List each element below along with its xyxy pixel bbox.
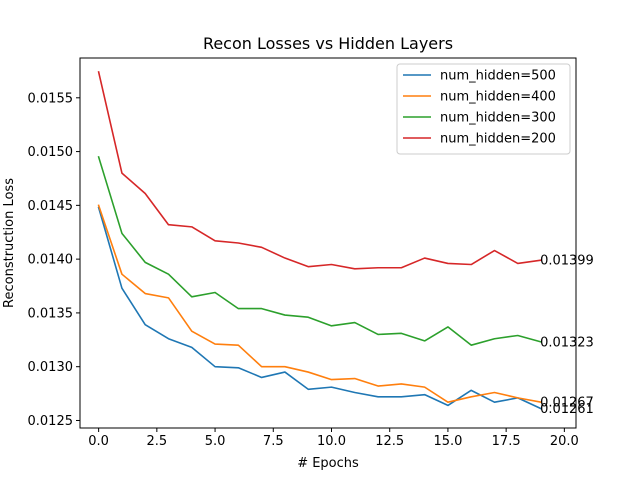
x-tick-label: 17.5 bbox=[492, 434, 521, 449]
y-tick-label: 0.0150 bbox=[28, 145, 74, 160]
chart-title: Recon Losses vs Hidden Layers bbox=[203, 34, 453, 53]
series-line-num-hidden-200 bbox=[97, 71, 542, 270]
x-tick-label: 10.0 bbox=[317, 434, 346, 449]
y-tick-label: 0.0155 bbox=[28, 91, 74, 106]
end-value-label: 0.01267 bbox=[540, 396, 594, 411]
series-line-num-hidden-300 bbox=[97, 155, 543, 346]
legend-label: num_hidden=400 bbox=[440, 90, 556, 105]
y-tick-label: 0.0125 bbox=[28, 414, 74, 429]
series-line-num-hidden-400 bbox=[97, 204, 543, 404]
y-axis-label: Reconstruction Loss bbox=[2, 178, 17, 308]
legend: num_hidden=500 num_hidden=400 num_hidden=3… bbox=[396, 63, 571, 155]
end-value-label: 0.01323 bbox=[540, 335, 594, 350]
legend-box bbox=[396, 63, 571, 155]
legend-label: num_hidden=500 bbox=[440, 69, 556, 84]
x-tick-label: 2.5 bbox=[147, 434, 168, 449]
x-tick-label: 7.5 bbox=[263, 434, 284, 449]
x-axis-label: # Epochs bbox=[297, 456, 359, 471]
end-value-label: 0.01261 bbox=[540, 402, 594, 417]
y-tick-label: 0.0135 bbox=[28, 306, 74, 321]
x-tick-label: 5.0 bbox=[205, 434, 226, 449]
y-tick-label: 0.0130 bbox=[28, 360, 74, 375]
end-value-label: 0.01399 bbox=[540, 254, 594, 269]
plot-area bbox=[97, 71, 543, 410]
x-tick-label: 15.0 bbox=[433, 434, 462, 449]
legend-label: num_hidden=300 bbox=[440, 111, 556, 126]
y-tick-label: 0.0140 bbox=[28, 253, 74, 268]
x-axis: 0.0 2.5 5.0 7.5 10.0 12.5 15.0 17.5 20.0 bbox=[88, 428, 579, 449]
legend-label: num_hidden=200 bbox=[440, 132, 556, 147]
x-tick-label: 12.5 bbox=[375, 434, 404, 449]
y-axis: 0.0125 0.0130 0.0135 0.0140 0.0145 0.0150 0.01… bbox=[28, 91, 80, 429]
x-tick-label: 20.0 bbox=[550, 434, 579, 449]
y-tick-label: 0.0145 bbox=[28, 199, 74, 214]
x-tick-label: 0.0 bbox=[88, 434, 109, 449]
series-line-num-hidden-500 bbox=[97, 206, 543, 410]
axes-frame bbox=[79, 57, 577, 429]
